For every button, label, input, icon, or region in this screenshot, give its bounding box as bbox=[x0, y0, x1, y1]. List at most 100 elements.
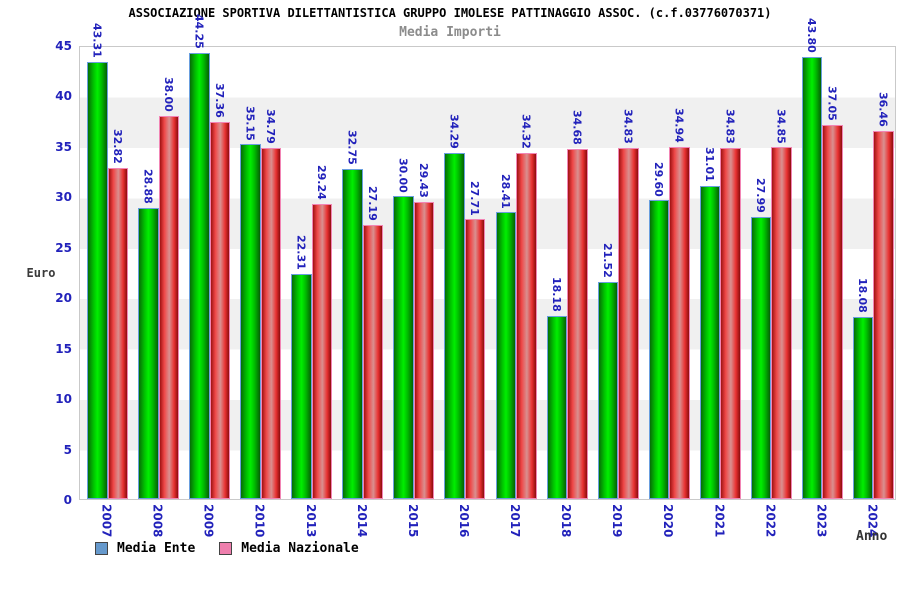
y-tick-label: 40 bbox=[55, 89, 72, 104]
bar-value-label: 34.68 bbox=[570, 110, 584, 146]
legend-item-media-ente: Media Ente bbox=[95, 541, 195, 556]
y-axis-title: Euro bbox=[26, 266, 56, 280]
y-tick-label: 15 bbox=[55, 341, 72, 356]
x-tick-label-2021: 2021 bbox=[712, 504, 727, 538]
bar-media-nazionale-2020 bbox=[669, 146, 690, 499]
bar-value-label: 29.60 bbox=[651, 161, 665, 197]
y-tick-label: 25 bbox=[55, 240, 72, 255]
x-tick-label-2016: 2016 bbox=[456, 504, 471, 538]
bar-value-label: 22.31 bbox=[294, 235, 308, 270]
bar-media-nazionale-2014 bbox=[362, 224, 384, 499]
x-tick-label-2013: 2013 bbox=[303, 504, 318, 538]
bar-value-label: 43.80 bbox=[805, 18, 819, 54]
bar-media-ente-2016 bbox=[444, 153, 465, 499]
bar-media-ente-2023 bbox=[801, 57, 823, 499]
y-tick-label: 20 bbox=[55, 291, 72, 306]
x-tick-label-2019: 2019 bbox=[610, 504, 625, 538]
legend-label-media-ente: Media Ente bbox=[117, 541, 196, 556]
x-tick-label-2017: 2017 bbox=[508, 504, 523, 538]
x-tick-label-2018: 2018 bbox=[559, 504, 574, 538]
bar-value-label: 29.24 bbox=[315, 165, 329, 201]
bar-value-label: 29.43 bbox=[417, 163, 431, 199]
y-tick-label: 35 bbox=[55, 139, 72, 154]
bar-media-nazionale-2008 bbox=[158, 115, 180, 499]
bar-media-ente-2015 bbox=[393, 196, 414, 499]
chart-subtitle: Media Importi bbox=[399, 25, 501, 40]
x-tick-label-2022: 2022 bbox=[763, 504, 778, 538]
bar-media-ente-2014 bbox=[342, 168, 363, 499]
x-tick-label-2014: 2014 bbox=[354, 504, 369, 538]
y-tick-label: 10 bbox=[55, 392, 72, 407]
bar-value-label: 37.05 bbox=[825, 86, 839, 122]
bar-value-label: 27.19 bbox=[366, 185, 380, 221]
x-tick-label-2023: 2023 bbox=[814, 504, 829, 538]
bar-value-label: 34.83 bbox=[723, 108, 737, 144]
bar-value-label: 38.00 bbox=[161, 76, 175, 112]
x-tick-label-2010: 2010 bbox=[252, 504, 267, 538]
bar-media-nazionale-2018 bbox=[567, 149, 588, 499]
bar-value-label: 18.18 bbox=[549, 276, 563, 312]
bar-media-nazionale-2013 bbox=[311, 204, 333, 499]
bar-media-nazionale-2022 bbox=[771, 147, 792, 499]
legend: Media Ente Media Nazionale bbox=[95, 541, 383, 556]
bar-media-ente-2017 bbox=[495, 212, 517, 499]
bar-media-nazionale-2015 bbox=[413, 202, 435, 499]
bar-value-label: 31.01 bbox=[703, 147, 717, 183]
bar-media-nazionale-2024 bbox=[873, 131, 894, 499]
bar-value-label: 32.75 bbox=[345, 129, 359, 165]
bar-value-label: 36.46 bbox=[876, 92, 890, 128]
x-tick-label-2009: 2009 bbox=[201, 504, 216, 538]
bar-media-ente-2024 bbox=[852, 316, 874, 499]
bar-media-ente-2020 bbox=[648, 200, 670, 499]
bar-value-label: 34.29 bbox=[447, 114, 461, 150]
bar-media-nazionale-2010 bbox=[260, 148, 282, 499]
bar-value-label: 43.31 bbox=[90, 23, 104, 59]
bar-value-label: 35.15 bbox=[243, 105, 257, 141]
chart-title: ASSOCIAZIONE SPORTIVA DILETTANTISTICA GR… bbox=[128, 6, 772, 20]
bar-value-label: 28.41 bbox=[498, 173, 512, 209]
bar-value-label: 32.82 bbox=[110, 129, 124, 164]
bar-value-label: 34.85 bbox=[774, 108, 788, 144]
bar-media-nazionale-2019 bbox=[618, 147, 639, 499]
bar-value-label: 34.94 bbox=[672, 107, 686, 143]
x-axis-title: Anno bbox=[856, 529, 888, 544]
bar-media-nazionale-2023 bbox=[822, 125, 843, 499]
bar-media-ente-2021 bbox=[699, 186, 721, 499]
bar-value-label: 27.99 bbox=[754, 177, 768, 213]
bar-value-label: 34.79 bbox=[263, 109, 277, 145]
bar-value-label: 28.88 bbox=[141, 168, 155, 204]
x-tick-label-2024: 2024 bbox=[865, 504, 880, 538]
y-tick-label: 5 bbox=[63, 442, 72, 457]
legend-item-media-nazionale: Media Nazionale bbox=[219, 541, 359, 556]
bar-media-ente-2008 bbox=[138, 207, 159, 499]
legend-label-media-nazionale: Media Nazionale bbox=[241, 541, 359, 556]
bar-value-label: 34.83 bbox=[621, 108, 635, 144]
bar-value-label: 34.32 bbox=[519, 113, 533, 149]
bar-value-label: 27.71 bbox=[468, 180, 482, 216]
bar-media-ente-2013 bbox=[291, 273, 312, 499]
y-tick-label: 30 bbox=[55, 190, 72, 205]
bar-value-label: 30.00 bbox=[396, 157, 410, 193]
x-tick-label-2020: 2020 bbox=[661, 504, 676, 538]
y-tick-label: 0 bbox=[63, 493, 72, 507]
legend-swatch-media-nazionale bbox=[219, 542, 233, 555]
bar-value-label: 21.52 bbox=[600, 243, 614, 278]
bar-media-ente-2009 bbox=[189, 52, 210, 499]
x-tick-label-2008: 2008 bbox=[150, 504, 165, 538]
bar-media-nazionale-2017 bbox=[516, 152, 537, 499]
plot-area: 43.31 32.82 28.88 38.00 44.25 37.36 35.15 34.79… bbox=[79, 14, 896, 500]
bar-media-ente-2010 bbox=[240, 144, 261, 499]
x-tick-label-2015: 2015 bbox=[405, 504, 420, 538]
bar-media-nazionale-2016 bbox=[464, 219, 486, 499]
bar-media-nazionale-2021 bbox=[720, 147, 741, 499]
bar-media-ente-2019 bbox=[597, 281, 619, 499]
x-tick-label-2007: 2007 bbox=[99, 504, 114, 538]
y-tick-label: 45 bbox=[55, 39, 72, 53]
bar-media-ente-2018 bbox=[546, 315, 568, 499]
bar-value-label: 18.08 bbox=[856, 277, 870, 313]
bar-media-ente-2022 bbox=[750, 216, 772, 499]
legend-swatch-media-ente bbox=[95, 542, 108, 555]
bar-media-nazionale-2007 bbox=[107, 167, 129, 499]
bar-value-label: 44.25 bbox=[192, 13, 206, 49]
